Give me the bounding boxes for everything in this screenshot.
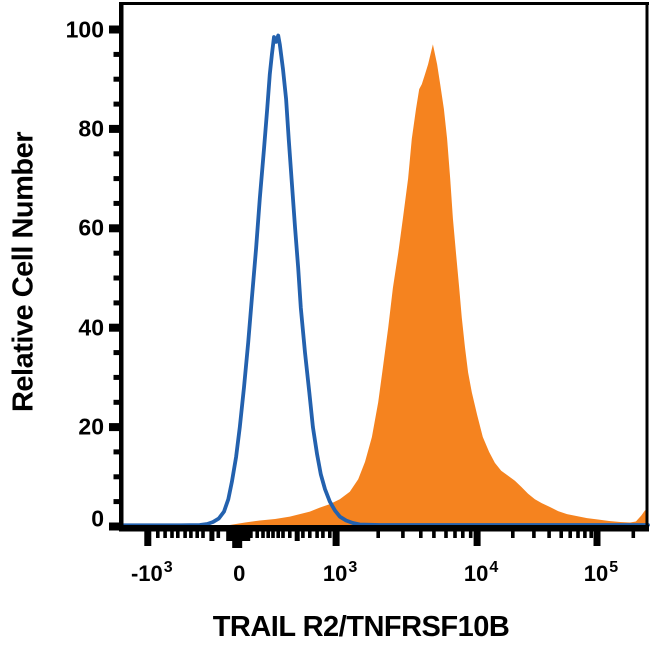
x-minor-tick [156,530,160,538]
x-major-tick [232,530,243,548]
x-minor-tick [631,530,636,538]
x-tick-label: 105 [583,560,618,586]
y-minor-tick [113,76,123,82]
x-minor-tick [170,530,174,538]
y-minor-tick [113,200,123,206]
x-minor-tick [255,530,259,538]
x-minor-tick [559,530,563,538]
y-minor-tick [113,300,123,306]
y-major-tick [109,224,123,233]
y-minor-tick [113,176,123,182]
x-axis-title: TRAIL R2/TNFRSF10B [212,611,510,643]
x-major-tick [473,530,481,546]
x-minor-tick [189,530,193,538]
x-minor-tick [276,530,280,538]
y-axis-title: Relative Cell Number [7,131,40,413]
y-minor-tick [113,474,123,480]
y-minor-tick [113,499,123,505]
y-tick-label: 60 [78,214,104,241]
x-minor-tick [468,530,473,538]
x-minor-tick [532,530,536,538]
x-minor-tick [195,530,199,538]
y-tick-label: 40 [78,314,104,341]
x-minor-tick [183,530,187,538]
x-minor-tick [589,530,593,538]
x-minor-tick [576,530,580,538]
x-minor-tick [328,530,332,538]
right-spine [645,2,649,531]
x-axis-spine [119,525,649,532]
x-minor-tick [201,530,205,538]
x-major-tick [144,530,152,546]
x-minor-tick [266,530,270,538]
x-minor-tick [376,530,380,538]
x-medium-tick [209,530,215,541]
x-tick-label-exponent: 5 [609,559,619,576]
y-minor-tick [113,374,123,380]
y-minor-tick [113,350,123,356]
x-tick-label-exponent: 3 [348,559,358,576]
y-major-tick [109,25,123,34]
y-minor-tick [113,101,123,107]
y-minor-tick [113,151,123,157]
x-tick-label-exponent: 4 [489,559,499,576]
x-tick-label-base: 10 [322,561,348,586]
x-minor-tick [315,530,319,538]
x-minor-tick [461,530,465,538]
x-minor-tick [444,530,448,538]
x-minor-tick [321,530,325,538]
x-tick-label-base: -10 [130,561,163,586]
x-tick-label-exponent: 3 [163,559,173,576]
y-major-tick [109,323,123,332]
x-minor-tick [281,530,285,538]
y-tick-label: 0 [91,505,104,531]
y-minor-tick [113,275,123,281]
x-minor-tick [419,530,423,538]
x-tick-label-base: 10 [583,561,609,586]
x-tick-label: -103 [130,560,173,586]
y-tick-label: 20 [78,413,104,440]
x-minor-tick [261,530,265,538]
x-tick-label: 0 [233,563,245,585]
x-tick-label: 103 [322,560,357,586]
y-tick-label: 100 [65,16,104,42]
x-tick-label-base: 10 [463,561,489,586]
x-minor-tick [308,530,312,538]
x-minor-tick [547,530,551,538]
orange-filled-histogram [229,44,649,527]
y-tick-label: 80 [78,115,104,142]
x-minor-tick [301,530,305,538]
x-minor-tick [401,530,405,538]
y-minor-tick [113,250,123,256]
x-minor-tick [249,530,253,538]
blue-open-histogram [122,33,650,528]
x-minor-tick [216,530,221,538]
x-medium-tick [294,530,300,541]
y-major-tick [109,124,123,133]
x-major-tick [332,530,340,546]
x-minor-tick [288,530,292,538]
x-minor-tick [568,530,572,538]
y-axis-spine [119,2,124,531]
x-minor-tick [176,530,180,538]
x-minor-tick [583,530,587,538]
x-minor-tick [453,530,457,538]
y-minor-tick [113,51,123,57]
y-minor-tick [113,449,123,455]
x-minor-tick [271,530,275,538]
x-tick-label-base: 0 [233,561,246,586]
x-minor-tick [432,530,436,538]
x-minor-tick [511,530,515,538]
x-minor-tick [163,530,167,538]
x-major-tick [593,530,601,546]
y-major-tick [109,522,123,531]
y-minor-tick [113,399,123,405]
x-tick-label: 104 [463,560,498,586]
top-spine [119,2,649,5]
y-major-tick [109,423,123,432]
